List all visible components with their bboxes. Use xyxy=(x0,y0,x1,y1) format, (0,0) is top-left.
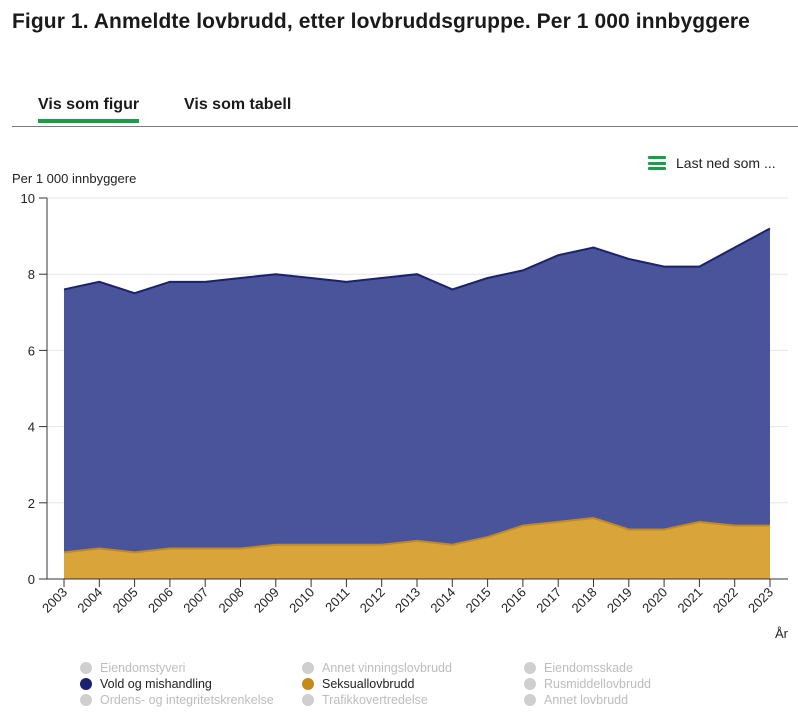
legend-label: Eiendomsskade xyxy=(544,661,633,675)
x-tick-label: 2010 xyxy=(286,585,317,616)
x-tick-label: 2015 xyxy=(463,585,494,616)
legend-dot-icon xyxy=(302,694,314,706)
legend-item[interactable]: Eiendomsskade xyxy=(524,661,633,675)
x-tick-label: 2018 xyxy=(569,585,600,616)
x-tick-label: 2013 xyxy=(392,585,423,616)
x-tick-label: 2006 xyxy=(145,585,176,616)
x-tick-label: 2011 xyxy=(322,585,352,615)
legend-label: Seksuallovbrudd xyxy=(322,677,415,691)
x-tick-label: 2016 xyxy=(498,585,529,616)
x-tick-label: 2007 xyxy=(180,585,211,616)
legend-item[interactable]: Vold og mishandling xyxy=(80,677,212,691)
area-seksuallovbrudd xyxy=(64,518,770,579)
y-tick-label: 6 xyxy=(28,343,35,358)
x-tick-label: 2009 xyxy=(251,585,282,616)
tab-vis-som-tabell[interactable]: Vis som tabell xyxy=(184,96,292,113)
y-tick-label: 10 xyxy=(21,191,35,206)
x-tick-label: 2012 xyxy=(357,585,388,616)
legend-label: Trafikkovertredelse xyxy=(322,693,428,707)
legend-item[interactable]: Seksuallovbrudd xyxy=(302,677,414,691)
y-tick-label: 8 xyxy=(28,267,35,282)
menu-icon xyxy=(648,156,666,170)
legend-label: Annet vinningslovbrudd xyxy=(322,661,452,675)
legend-dot-icon xyxy=(80,662,92,674)
legend-item[interactable]: Rusmiddellovbrudd xyxy=(524,677,651,691)
x-tick-label: 2021 xyxy=(674,585,705,616)
x-tick-label: 2004 xyxy=(74,585,105,616)
download-label: Last ned som ... xyxy=(676,155,776,171)
y-tick-label: 0 xyxy=(28,572,35,587)
legend-dot-icon xyxy=(80,694,92,706)
legend-item[interactable]: Annet vinningslovbrudd xyxy=(302,661,452,675)
area-vold-og-mishandling xyxy=(64,228,770,580)
x-tick-label: 2022 xyxy=(710,585,741,616)
page-title: Figur 1. Anmeldte lovbrudd, etter lovbru… xyxy=(12,10,750,33)
legend-dot-icon xyxy=(302,678,314,690)
x-tick-label: 2023 xyxy=(745,585,776,616)
tab-vis-som-figur[interactable]: Vis som figur xyxy=(38,96,140,123)
legend-dot-icon xyxy=(524,678,536,690)
legend-label: Annet lovbrudd xyxy=(544,693,629,707)
x-tick-label: 2020 xyxy=(639,585,670,616)
x-tick-label: 2008 xyxy=(216,585,247,616)
line-vold-og-mishandling xyxy=(63,227,771,295)
y-axis-title: Per 1 000 innbyggere xyxy=(12,171,137,186)
legend-label: Rusmiddellovbrudd xyxy=(544,677,652,691)
x-tick-label: 2005 xyxy=(110,585,141,616)
legend-dot-icon xyxy=(524,662,536,674)
legend-item[interactable]: Annet lovbrudd xyxy=(524,693,628,707)
x-tick-label: 2003 xyxy=(39,585,70,616)
legend-item[interactable]: Ordens- og integritetskrenkelse xyxy=(80,693,274,707)
line-seksuallovbrudd xyxy=(63,517,770,554)
y-tick-label: 4 xyxy=(28,420,35,435)
x-tick-label: 2014 xyxy=(427,585,458,616)
legend-label: Eiendomstyveri xyxy=(100,661,186,675)
x-tick-label: 2019 xyxy=(604,585,635,616)
legend-item[interactable]: Trafikkovertredelse xyxy=(302,693,428,707)
download-button[interactable]: Last ned som ... xyxy=(648,155,776,171)
view-tabs: Vis som figur Vis som tabell xyxy=(12,96,798,127)
legend-label: Vold og mishandling xyxy=(100,677,212,691)
legend-label: Ordens- og integritetskrenkelse xyxy=(100,693,274,707)
legend-dot-icon xyxy=(524,694,536,706)
x-axis-title: År xyxy=(775,626,789,641)
legend-dot-icon xyxy=(302,662,314,674)
legend-dot-icon xyxy=(80,678,92,690)
x-tick-label: 2017 xyxy=(533,585,564,616)
y-tick-label: 2 xyxy=(28,496,35,511)
legend-item[interactable]: Eiendomstyveri xyxy=(80,661,185,675)
